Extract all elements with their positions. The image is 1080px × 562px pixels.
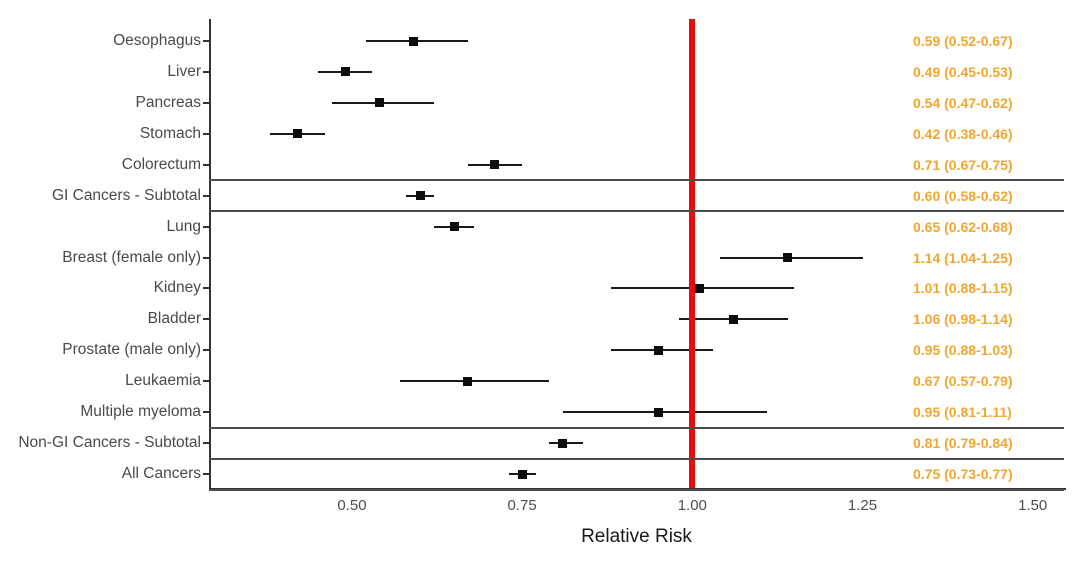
- value-label-prostate-male-only: 0.95 (0.88-1.03): [913, 342, 1013, 359]
- point-estimate-kidney: [694, 283, 704, 293]
- y-tick-kidney: [203, 287, 209, 290]
- y-tick-leukaemia: [203, 380, 209, 383]
- value-label-oesophagus: 0.59 (0.52-0.67): [913, 33, 1013, 49]
- y-axis-line: [209, 19, 211, 491]
- ci-bar-multiple-myeloma: [562, 411, 768, 414]
- value-label-multiple-myeloma: 0.95 (0.81-1.11): [913, 404, 1012, 421]
- point-estimate-leukaemia: [463, 376, 473, 386]
- y-tick-bladder: [203, 318, 209, 321]
- y-tick-oesophagus: [203, 40, 209, 42]
- row-label-pancreas: Pancreas: [135, 93, 201, 111]
- value-label-stomach: 0.42 (0.38-0.46): [913, 125, 1013, 142]
- value-label-non-gi-cancers-subtotal: 0.81 (0.79-0.84): [913, 435, 1013, 452]
- box-line-gi-cancers-subtotal-bottom: [209, 210, 1064, 213]
- point-estimate-gi-cancers-subtotal: [415, 191, 425, 201]
- x-tick-label-0.75: 0.75: [507, 497, 537, 514]
- y-tick-pancreas: [203, 101, 209, 104]
- value-label-liver: 0.49 (0.45-0.53): [913, 63, 1013, 80]
- row-label-stomach: Stomach: [139, 124, 201, 142]
- box-line-non-gi-cancers-subtotal-top: [209, 426, 1064, 429]
- y-tick-non-gi-cancers-subtotal: [203, 442, 209, 445]
- row-label-multiple-myeloma: Multiple myeloma: [80, 403, 201, 421]
- value-label-lung: 0.65 (0.62-0.68): [913, 218, 1013, 235]
- row-label-kidney: Kidney: [153, 279, 201, 297]
- value-label-all-cancers: 0.75 (0.73-0.77): [913, 466, 1013, 483]
- x-axis-title: Relative Risk: [581, 526, 692, 547]
- point-estimate-oesophagus: [408, 36, 418, 46]
- y-tick-lung: [203, 225, 209, 228]
- box-line-all-cancers-bottom: [209, 488, 1064, 491]
- x-tick-label-1.00: 1.00: [677, 497, 707, 514]
- y-tick-gi-cancers-subtotal: [203, 194, 209, 197]
- y-tick-prostate-male-only: [203, 349, 209, 352]
- point-estimate-pancreas: [374, 98, 384, 108]
- y-tick-stomach: [203, 132, 209, 135]
- point-estimate-liver: [340, 67, 350, 77]
- value-label-colorectum: 0.71 (0.67-0.75): [913, 156, 1013, 173]
- row-label-non-gi-cancers-subtotal: Non-GI Cancers - Subtotal: [18, 434, 201, 452]
- y-tick-liver: [203, 70, 209, 73]
- value-label-bladder: 1.06 (0.98-1.14): [913, 311, 1013, 328]
- value-label-breast-female-only: 1.14 (1.04-1.25): [913, 249, 1013, 266]
- box-line-all-cancers-top: [209, 457, 1064, 460]
- box-line-gi-cancers-subtotal-top: [209, 179, 1064, 182]
- x-tick-label-1.50: 1.50: [1018, 497, 1048, 514]
- point-estimate-all-cancers: [517, 469, 527, 479]
- x-tick-label-0.50: 0.50: [337, 497, 367, 514]
- point-estimate-multiple-myeloma: [653, 407, 663, 417]
- point-estimate-lung: [449, 222, 459, 232]
- point-estimate-breast-female-only: [783, 253, 793, 262]
- y-tick-breast-female-only: [203, 256, 209, 259]
- value-label-pancreas: 0.54 (0.47-0.62): [913, 94, 1013, 111]
- row-label-leukaemia: Leukaemia: [125, 372, 201, 390]
- row-label-gi-cancers-subtotal: GI Cancers - Subtotal: [51, 186, 201, 204]
- point-estimate-non-gi-cancers-subtotal: [558, 438, 568, 448]
- value-label-gi-cancers-subtotal: 0.60 (0.58-0.62): [913, 187, 1013, 204]
- value-label-leukaemia: 0.67 (0.57-0.79): [913, 373, 1013, 390]
- point-estimate-colorectum: [490, 160, 500, 170]
- y-tick-colorectum: [203, 163, 209, 166]
- value-label-kidney: 1.01 (0.88-1.15): [913, 280, 1013, 297]
- row-label-prostate-male-only: Prostate (male only): [62, 341, 201, 359]
- row-label-lung: Lung: [166, 217, 201, 235]
- point-estimate-stomach: [292, 129, 302, 139]
- row-label-breast-female-only: Breast (female only): [62, 248, 201, 266]
- row-label-all-cancers: All Cancers: [121, 465, 201, 483]
- reference-line-rr-1: [689, 19, 696, 489]
- y-tick-multiple-myeloma: [203, 411, 209, 414]
- row-label-liver: Liver: [167, 62, 201, 80]
- ci-bar-leukaemia: [399, 380, 550, 383]
- x-tick-label-1.25: 1.25: [847, 497, 878, 514]
- point-estimate-bladder: [728, 314, 738, 324]
- y-tick-all-cancers: [203, 473, 209, 476]
- row-label-bladder: Bladder: [147, 310, 201, 328]
- row-label-oesophagus: Oesophagus: [113, 32, 201, 49]
- point-estimate-prostate-male-only: [653, 345, 663, 355]
- row-label-colorectum: Colorectum: [121, 155, 201, 173]
